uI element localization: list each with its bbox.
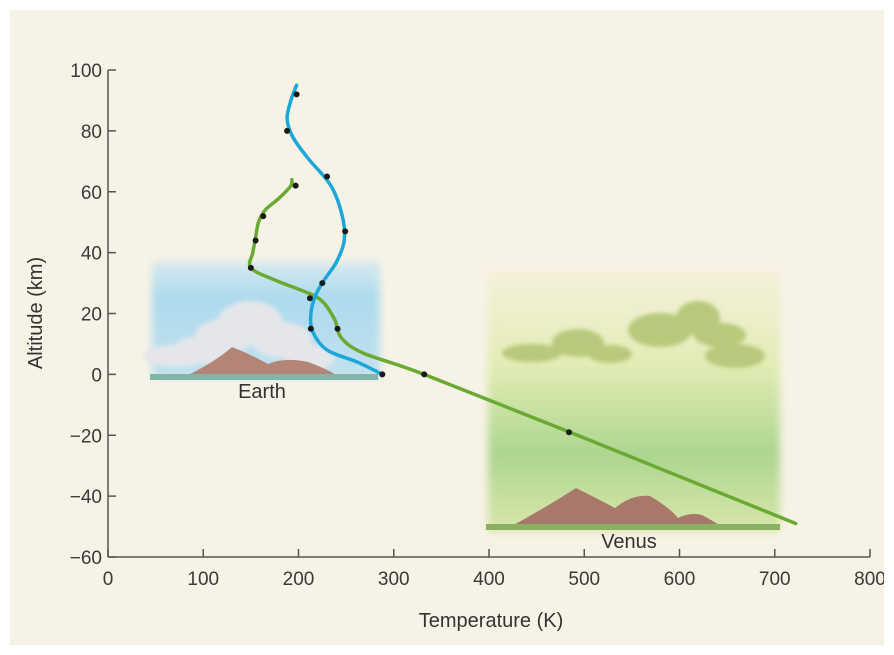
series-1-point (284, 127, 291, 134)
earth-ground (150, 374, 378, 380)
earth-mountain (186, 347, 338, 376)
chart-panel: 100 80 60 40 20 0 −20 −40 −60 0 100 200 300 400 500 60… (10, 10, 884, 645)
y-tick-label: 20 (81, 305, 102, 326)
series-2-point (306, 295, 313, 302)
y-tick-label: 80 (81, 122, 102, 143)
x-tick-label: 400 (473, 569, 505, 590)
venus-sky (488, 272, 780, 532)
x-tick-label: 0 (103, 569, 114, 590)
venus-clouds (502, 301, 765, 368)
series-2-point (421, 371, 428, 378)
series-layer (247, 83, 798, 526)
series-2-point (566, 429, 573, 436)
y-tick-label: 40 (81, 244, 102, 265)
series-2-line (247, 177, 798, 526)
series-1-line (285, 83, 385, 377)
y-tick-label: 0 (91, 365, 102, 386)
x-tick-label: 700 (759, 569, 791, 590)
series-2-point (247, 264, 254, 271)
x-axis-title: Temperature (K) (419, 610, 564, 632)
x-tick-label: 100 (187, 569, 219, 590)
series-2-point (334, 325, 341, 332)
y-tick-label: −20 (70, 426, 102, 447)
series-1-point (342, 228, 349, 235)
venus-label: Venus (601, 531, 657, 553)
series-2-point (292, 182, 299, 189)
y-axis-title: Altitude (km) (25, 257, 47, 369)
y-tick-label: 100 (70, 61, 102, 82)
x-tick-label: 600 (664, 569, 696, 590)
series-1-point (307, 325, 314, 332)
x-ticks: 0 100 200 300 400 500 600 700 800 (103, 549, 884, 590)
earth-clouds (143, 301, 334, 371)
y-tick-label: −40 (70, 487, 102, 508)
y-tick-label: 60 (81, 183, 102, 204)
venus-mountain (510, 488, 722, 527)
venus-scene (486, 272, 780, 532)
y-ticks: 100 80 60 40 20 0 −20 −40 −60 (70, 61, 116, 569)
x-tick-label: 300 (378, 569, 410, 590)
series-2 (247, 177, 798, 526)
x-tick-label: 200 (283, 569, 315, 590)
x-tick-label: 500 (568, 569, 600, 590)
earth-scene (143, 262, 380, 380)
series-1-point (293, 91, 300, 98)
series-1 (285, 83, 385, 377)
series-1-point (324, 173, 331, 180)
y-tick-label: −60 (70, 548, 102, 569)
venus-ground (486, 524, 780, 530)
series-1-point (379, 371, 386, 378)
series-2-point (252, 237, 259, 244)
x-tick-label: 800 (854, 569, 884, 590)
series-2-point (260, 213, 267, 220)
series-1-point (319, 280, 326, 287)
earth-label: Earth (238, 381, 286, 403)
